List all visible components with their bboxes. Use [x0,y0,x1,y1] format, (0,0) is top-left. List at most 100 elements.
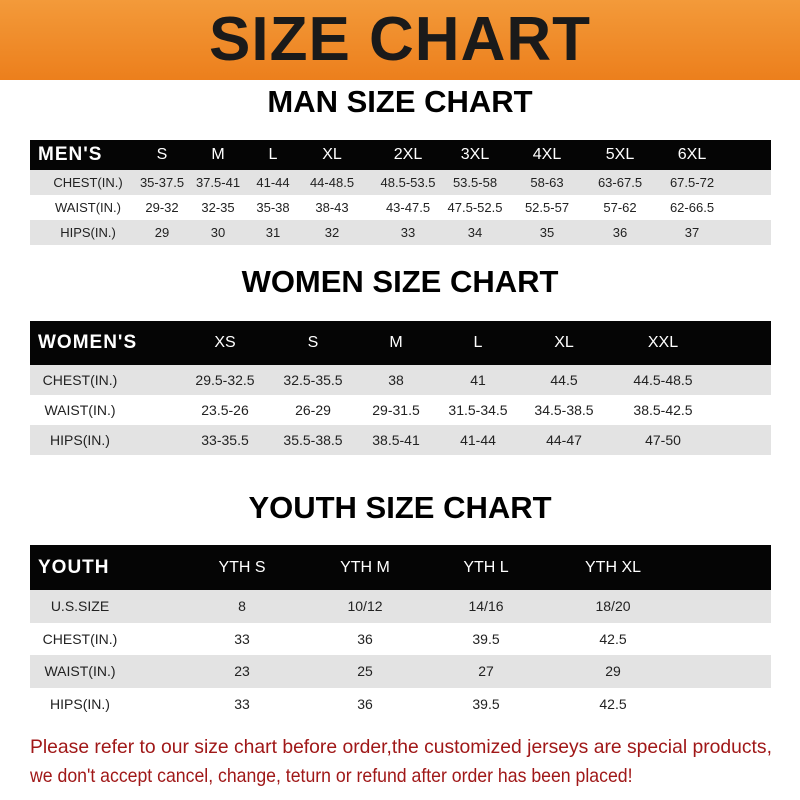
table-cell: 62-66.5 [669,200,715,215]
column-header: XL [554,334,574,351]
table-cell: 44.5 [550,372,578,388]
column-header: YTH M [340,558,390,576]
table-cell: 33 [234,695,250,712]
row-label: CHEST(IN.) [53,175,123,190]
table-cell: 18/20 [595,598,631,615]
table-cell: 48.5-53.5 [380,175,436,190]
table-cell: 33 [234,630,250,647]
column-header: 4XL [532,146,562,163]
table-cell: 41-44 [460,432,496,448]
notice-line: Please refer to our size chart before or… [30,736,772,758]
table-cell: 34.5-38.5 [534,402,594,418]
column-header: 5XL [605,146,635,163]
row-label: HIPS(IN.) [50,695,110,712]
table-cell: 52.5-57 [524,200,570,215]
column-header: M [211,146,225,163]
table-row: HIPS(IN.) 33 36 39.5 42.5 [30,687,771,720]
table-cell: 43-47.5 [385,200,431,215]
table-row: WAIST(IN.) 29-32 32-35 35-38 38-43 43-47.5 47.… [30,195,771,220]
men-section-title: MAN SIZE CHART [267,84,533,119]
column-header: S [156,146,168,163]
youth-section-title: YOUTH SIZE CHART [248,490,552,525]
table-cell: 36 [612,225,628,240]
column-header: YTH S [218,558,266,576]
table-cell: 35 [539,225,555,240]
table-cell: 57-62 [603,200,637,215]
row-label: HIPS(IN.) [60,225,116,240]
notice-line: we don't accept cancel, change, teturn o… [30,765,633,787]
table-cell: 33-35.5 [201,432,249,448]
table-row: U.S.SIZE 8 10/12 14/16 18/20 [30,590,771,623]
table-cell: 32 [324,225,340,240]
table-cell: 38-43 [315,200,349,215]
table-cell: 37 [684,225,700,240]
row-label: CHEST(IN.) [42,630,118,647]
column-header: YTH L [463,558,509,576]
table-cell: 36 [357,695,373,712]
column-header: 2XL [393,146,423,163]
column-header: 6XL [677,146,707,163]
table-cell: 23 [234,663,250,680]
table-cell: 39.5 [472,695,500,712]
row-label: WAIST(IN.) [55,200,121,215]
column-header: L [268,146,278,163]
column-header: L [473,334,483,351]
women-section-title: WOMEN SIZE CHART [241,264,559,299]
column-header: M [389,334,403,351]
table-cell: 34 [467,225,483,240]
page-title: SIZE CHART [209,5,591,74]
table-header-row: MEN'S S M L XL 2XL 3XL 4XL 5XL 6XL [30,140,771,170]
table-cell: 10/12 [347,598,383,615]
table-cell: 29 [605,663,621,680]
table-cell: 53.5-58 [452,175,498,190]
table-cell: 67.5-72 [669,175,715,190]
table-cell: 38.5-42.5 [633,402,693,418]
table-cell: 42.5 [599,630,627,647]
column-header: XXL [647,334,679,351]
table-cell: 29-32 [145,200,179,215]
table-cell: 63-67.5 [597,175,643,190]
table-cell: 38 [388,372,404,388]
table-cell: 58-63 [530,175,564,190]
table-cell: 32-35 [201,200,235,215]
table-row: WAIST(IN.) 23.5-26 26-29 29-31.5 31.5-34.5 34… [30,395,771,425]
table-row: HIPS(IN.) 33-35.5 35.5-38.5 38.5-41 41-44 44-… [30,425,771,455]
table-cell: 35.5-38.5 [283,432,343,448]
table-cell: 47-50 [645,432,681,448]
table-row: CHEST(IN.) 35-37.5 37.5-41 41-44 44-48.5 48.5… [30,170,771,195]
table-cell: 44-47 [546,432,582,448]
column-header: XS [214,334,236,351]
table-cell: 44-48.5 [309,175,355,190]
column-header: XL [322,146,342,163]
table-cell: 33 [400,225,416,240]
table-cell: 29-31.5 [372,402,420,418]
header-label: WOMEN'S [38,332,138,353]
row-label: U.S.SIZE [50,598,110,615]
table-cell: 31 [265,225,281,240]
header-label: YOUTH [38,556,110,578]
size-chart-banner: SIZE CHART [0,0,800,80]
table-cell: 29 [154,225,170,240]
table-cell: 8 [238,598,246,615]
women-size-table: WOMEN'S XS S M L XL XXL CHEST(IN.) 29.5-32.5 32.5… [30,321,771,455]
table-row: CHEST(IN.) 29.5-32.5 32.5-35.5 38 41 44.5 44.5… [30,365,771,395]
row-label: CHEST(IN.) [42,372,118,388]
table-cell: 41-44 [256,175,290,190]
table-cell: 47.5-52.5 [447,200,503,215]
table-cell: 23.5-26 [201,402,249,418]
table-cell: 26-29 [295,402,331,418]
header-label: MEN'S [38,144,103,165]
table-cell: 27 [478,663,494,680]
row-label: WAIST(IN.) [44,402,116,418]
table-cell: 36 [357,630,373,647]
table-cell: 35-38 [256,200,290,215]
table-cell: 38.5-41 [372,432,420,448]
table-cell: 44.5-48.5 [633,372,693,388]
table-cell: 32.5-35.5 [283,372,343,388]
table-cell: 37.5-41 [195,175,241,190]
column-header: 3XL [460,146,490,163]
table-header-row: YOUTH YTH S YTH M YTH L YTH XL [30,545,771,590]
men-size-table: MEN'S S M L XL 2XL 3XL 4XL 5XL 6XL CHEST(IN.) 35-37… [30,140,771,245]
table-row: HIPS(IN.) 29 30 31 32 33 34 35 36 37 [30,220,771,245]
table-cell: 31.5-34.5 [448,402,508,418]
